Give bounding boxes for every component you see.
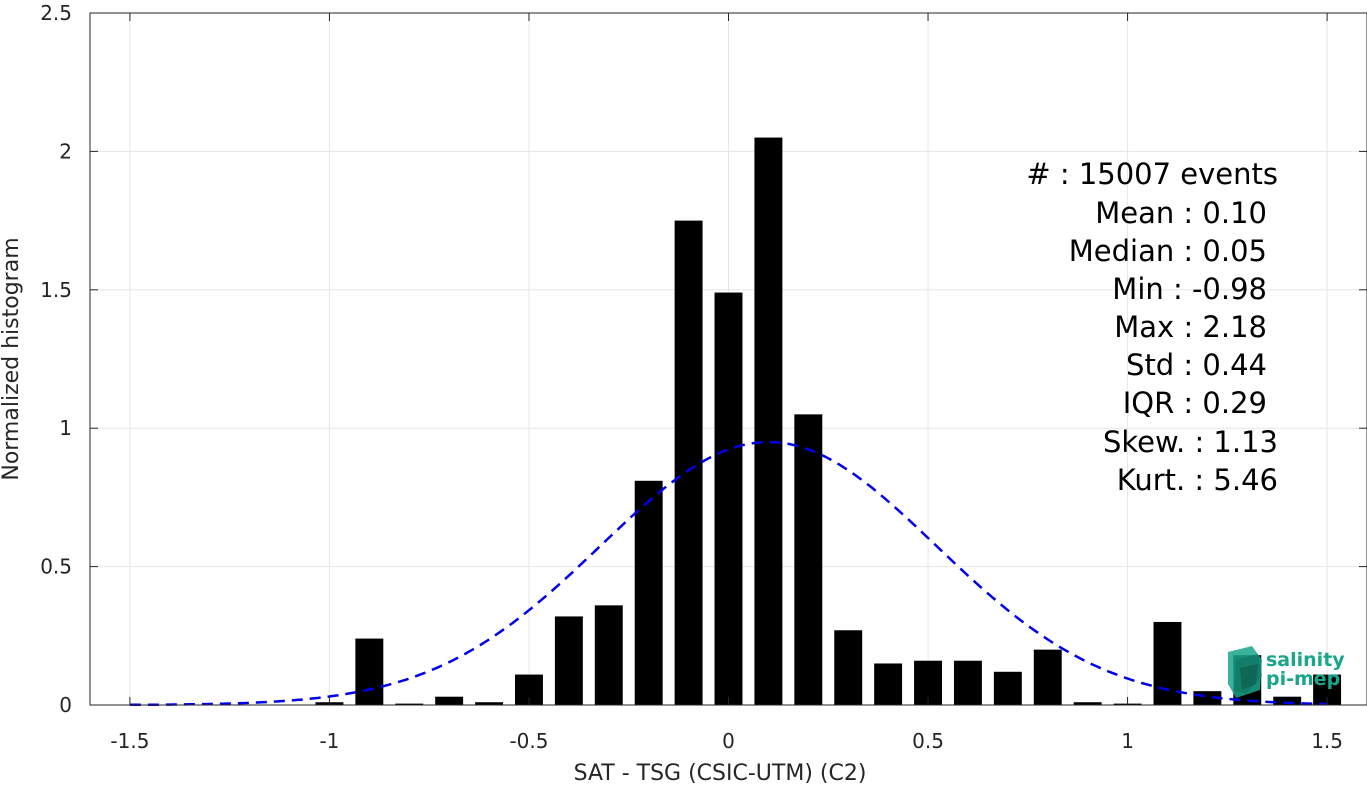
y-tick-label: 2.5 [40,1,72,25]
stat-std: Std : 0.44 [1126,348,1267,382]
histogram-bar [1033,649,1062,705]
stats-annotation: # : 15007 events Mean : 0.10 Median : 0.… [1026,157,1278,497]
axes-layer [89,12,1367,706]
x-tick-label: 0 [722,729,735,753]
histogram-bar [355,638,384,705]
logo-mark-icon [1228,646,1262,698]
stat-skew: Skew. : 1.13 [1103,425,1278,459]
x-tick-label: 1.5 [1311,729,1343,753]
y-tick-label: 0 [59,693,72,717]
logo-line2: pi-mep [1266,668,1340,690]
y-tick-label: 2 [59,139,72,163]
histogram-bar [554,616,583,705]
logo-line1: salinity [1266,649,1345,671]
bars-layer [315,137,1342,705]
histogram-bar [794,414,823,705]
stat-iqr: IQR : 0.29 [1123,386,1267,420]
histogram-bar [435,696,464,705]
histogram-bar [714,292,743,705]
y-tick-label: 1.5 [40,278,72,302]
histogram-bar [953,660,982,705]
histogram-bar [754,137,783,705]
x-tick-label: 1 [1121,729,1134,753]
x-axis-label: SAT - TSG (CSIC-UTM) (C2) [574,761,867,785]
stat-min: Min : -0.98 [1112,272,1267,306]
stat-median: Median : 0.05 [1069,234,1267,268]
histogram-bar [874,663,903,705]
x-tick-label: -0.5 [509,729,548,753]
y-tick-label: 0.5 [40,555,72,579]
normal-fit-curve [129,440,1328,707]
histogram-bar [594,605,623,705]
stat-mean: Mean : 0.10 [1095,196,1267,230]
x-tick-label: -1 [319,729,339,753]
histogram-bar [634,480,663,705]
histogram-bar [475,702,504,705]
stat-max: Max : 2.18 [1114,310,1267,344]
stat-events: # : 15007 events [1026,157,1278,191]
x-tick-label: -1.5 [110,729,149,753]
y-tick-label: 1 [59,416,72,440]
histogram-bar [834,630,863,705]
fit-curve-layer [129,440,1328,707]
histogram-bar [395,703,424,705]
x-tick-label: 0.5 [912,729,944,753]
salinity-pimep-logo: salinity pi-mep [1228,646,1345,698]
histogram-bar [674,220,703,705]
tick-labels-layer: -1.5 -1 -0.5 0 0.5 1 1.5 0 0.5 1 1.5 2 2.5 [40,1,1343,753]
stat-kurt: Kurt. : 5.46 [1117,463,1278,497]
y-axis-label: Normalized histogram [0,237,24,480]
histogram-bar [993,671,1022,705]
histogram-bar [1073,702,1102,705]
histogram-bar [1273,696,1302,705]
